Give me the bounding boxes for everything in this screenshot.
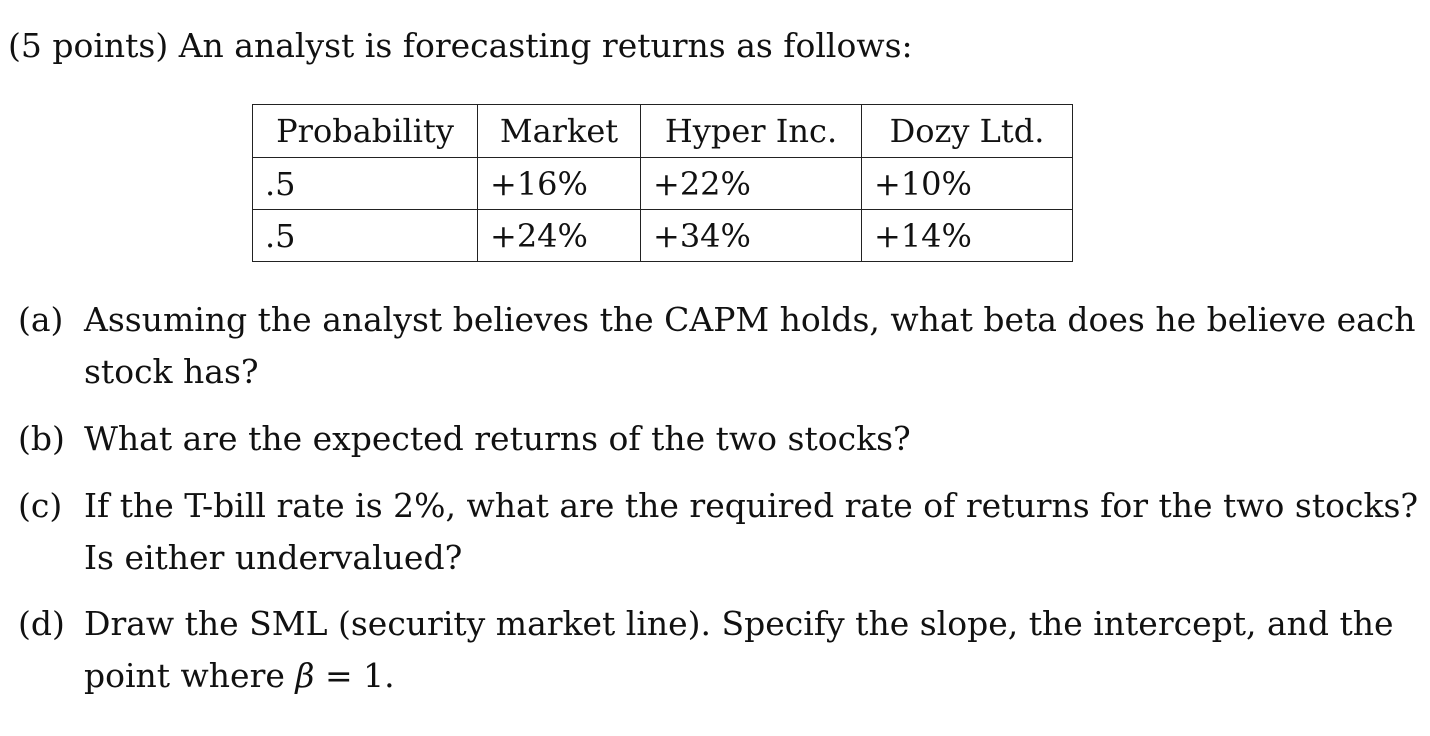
question-b: (b) What are the expected returns of the … xyxy=(18,413,911,465)
header-hyper-inc: Hyper Inc. xyxy=(640,104,862,158)
question-text: Draw the SML (security market line). Spe… xyxy=(84,604,1394,643)
question-label: (c) xyxy=(18,486,63,525)
header-market: Market xyxy=(477,104,641,158)
cell-hyper-inc: +34% xyxy=(640,209,862,262)
cell-probability: .5 xyxy=(252,157,478,210)
question-text: What are the expected returns of the two… xyxy=(84,419,911,458)
cell-market: +24% xyxy=(477,209,641,262)
question-label: (d) xyxy=(18,604,65,643)
beta-symbol: β xyxy=(295,656,315,695)
cell-dozy-ltd: +14% xyxy=(861,209,1073,262)
question-c: (c) If the T-bill rate is 2%, what are th… xyxy=(18,480,1418,584)
question-d: (d) Draw the SML (security market line). … xyxy=(18,598,1394,702)
cell-dozy-ltd: +10% xyxy=(861,157,1073,210)
question-text: If the T-bill rate is 2%, what are the r… xyxy=(84,486,1419,525)
question-label: (b) xyxy=(18,419,65,458)
header-dozy-ltd: Dozy Ltd. xyxy=(861,104,1073,158)
cell-hyper-inc: +22% xyxy=(640,157,862,210)
table-row: .5 +16% +22% +10% xyxy=(252,157,1073,210)
question-text-suffix: = 1. xyxy=(314,656,395,695)
question-text-continued: Is either undervalued? xyxy=(84,538,463,577)
question-text-continued: point where β = 1. xyxy=(18,650,1394,702)
question-label: (a) xyxy=(18,300,64,339)
question-text-prefix: point where xyxy=(84,656,296,695)
table-row: .5 +24% +34% +14% xyxy=(252,209,1073,262)
problem-intro: (5 points) An analyst is forecasting ret… xyxy=(8,26,913,65)
question-a: (a) Assuming the analyst believes the CAP… xyxy=(18,294,1416,398)
returns-table: Probability Market Hyper Inc. Dozy Ltd. … xyxy=(252,104,1073,262)
header-probability: Probability xyxy=(252,104,478,158)
cell-market: +16% xyxy=(477,157,641,210)
table-header-row: Probability Market Hyper Inc. Dozy Ltd. xyxy=(252,104,1073,158)
question-text: Assuming the analyst believes the CAPM h… xyxy=(84,300,1416,339)
question-text-continued: stock has? xyxy=(84,352,259,391)
cell-probability: .5 xyxy=(252,209,478,262)
